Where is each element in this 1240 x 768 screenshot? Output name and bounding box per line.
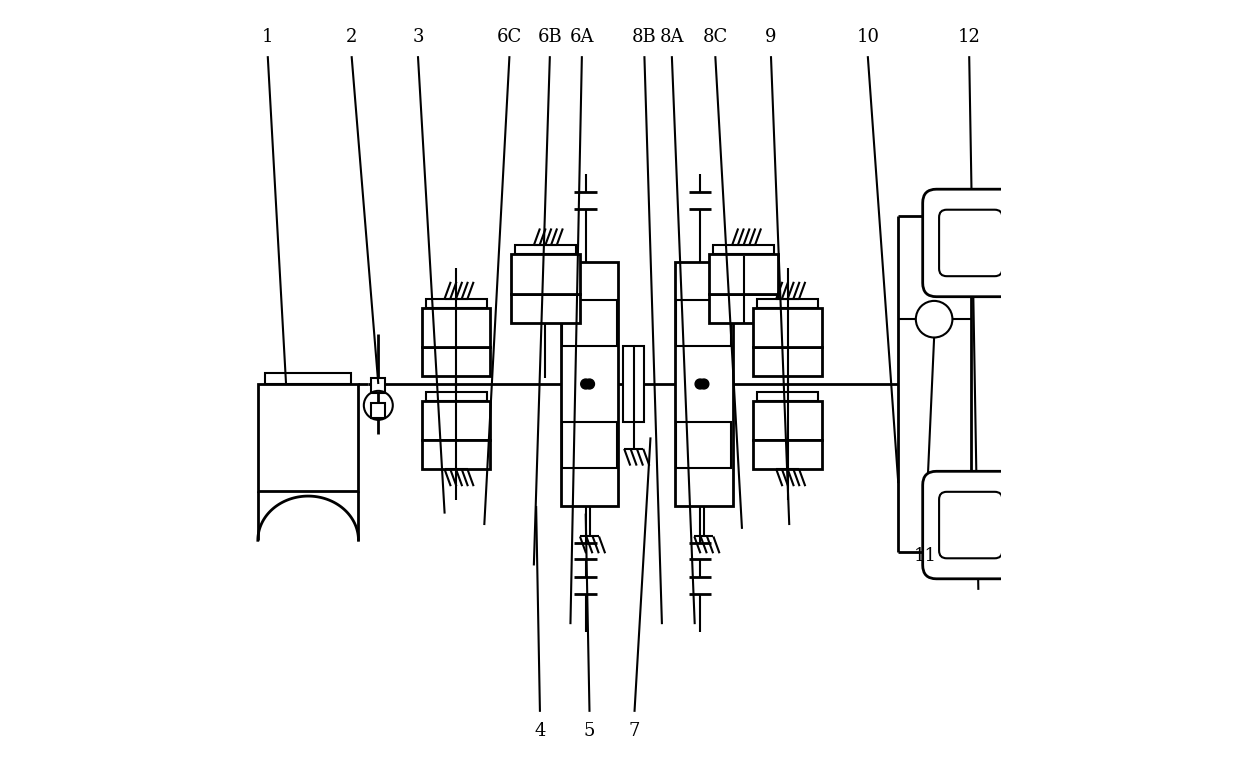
Text: 5: 5 [584, 722, 595, 740]
Bar [511, 254, 579, 294]
Bar [422, 401, 490, 440]
Text: 11: 11 [914, 547, 936, 564]
Bar [515, 245, 575, 254]
Text: 4: 4 [534, 722, 546, 740]
FancyBboxPatch shape [939, 492, 1002, 558]
Bar [562, 300, 618, 346]
Text: 1: 1 [262, 28, 274, 46]
Text: 7: 7 [629, 722, 640, 740]
Bar [675, 262, 733, 506]
Bar [622, 346, 645, 422]
Bar [758, 392, 818, 401]
FancyBboxPatch shape [923, 189, 1019, 296]
Bar [372, 378, 386, 393]
Text: 8B: 8B [632, 28, 657, 46]
FancyBboxPatch shape [939, 210, 1002, 276]
Bar [758, 299, 818, 308]
Bar [677, 300, 732, 346]
Text: 6B: 6B [537, 28, 562, 46]
Text: 8C: 8C [703, 28, 728, 46]
Text: 8A: 8A [660, 28, 684, 46]
Bar [754, 440, 822, 469]
Bar [265, 373, 351, 384]
Bar [562, 422, 618, 468]
Text: 2: 2 [346, 28, 357, 46]
Bar [422, 440, 490, 469]
Bar [560, 262, 619, 506]
Bar [754, 308, 822, 347]
Text: 6C: 6C [497, 28, 522, 46]
Bar [422, 308, 490, 347]
Bar [677, 422, 732, 468]
Bar [713, 245, 774, 254]
Bar [425, 299, 486, 308]
Circle shape [580, 379, 590, 389]
Bar [511, 294, 579, 323]
Text: 12: 12 [957, 28, 981, 46]
Circle shape [699, 379, 709, 389]
Bar [425, 392, 486, 401]
Bar [372, 403, 386, 419]
Bar [754, 401, 822, 440]
Bar [709, 294, 777, 323]
Text: 10: 10 [857, 28, 879, 46]
Text: 6A: 6A [569, 28, 594, 46]
Bar [422, 347, 490, 376]
FancyBboxPatch shape [923, 472, 1019, 579]
Bar [754, 347, 822, 376]
Bar [709, 254, 777, 294]
Text: 3: 3 [412, 28, 424, 46]
Circle shape [584, 379, 594, 389]
Bar [258, 384, 358, 491]
Circle shape [696, 379, 706, 389]
Text: 9: 9 [765, 28, 776, 46]
